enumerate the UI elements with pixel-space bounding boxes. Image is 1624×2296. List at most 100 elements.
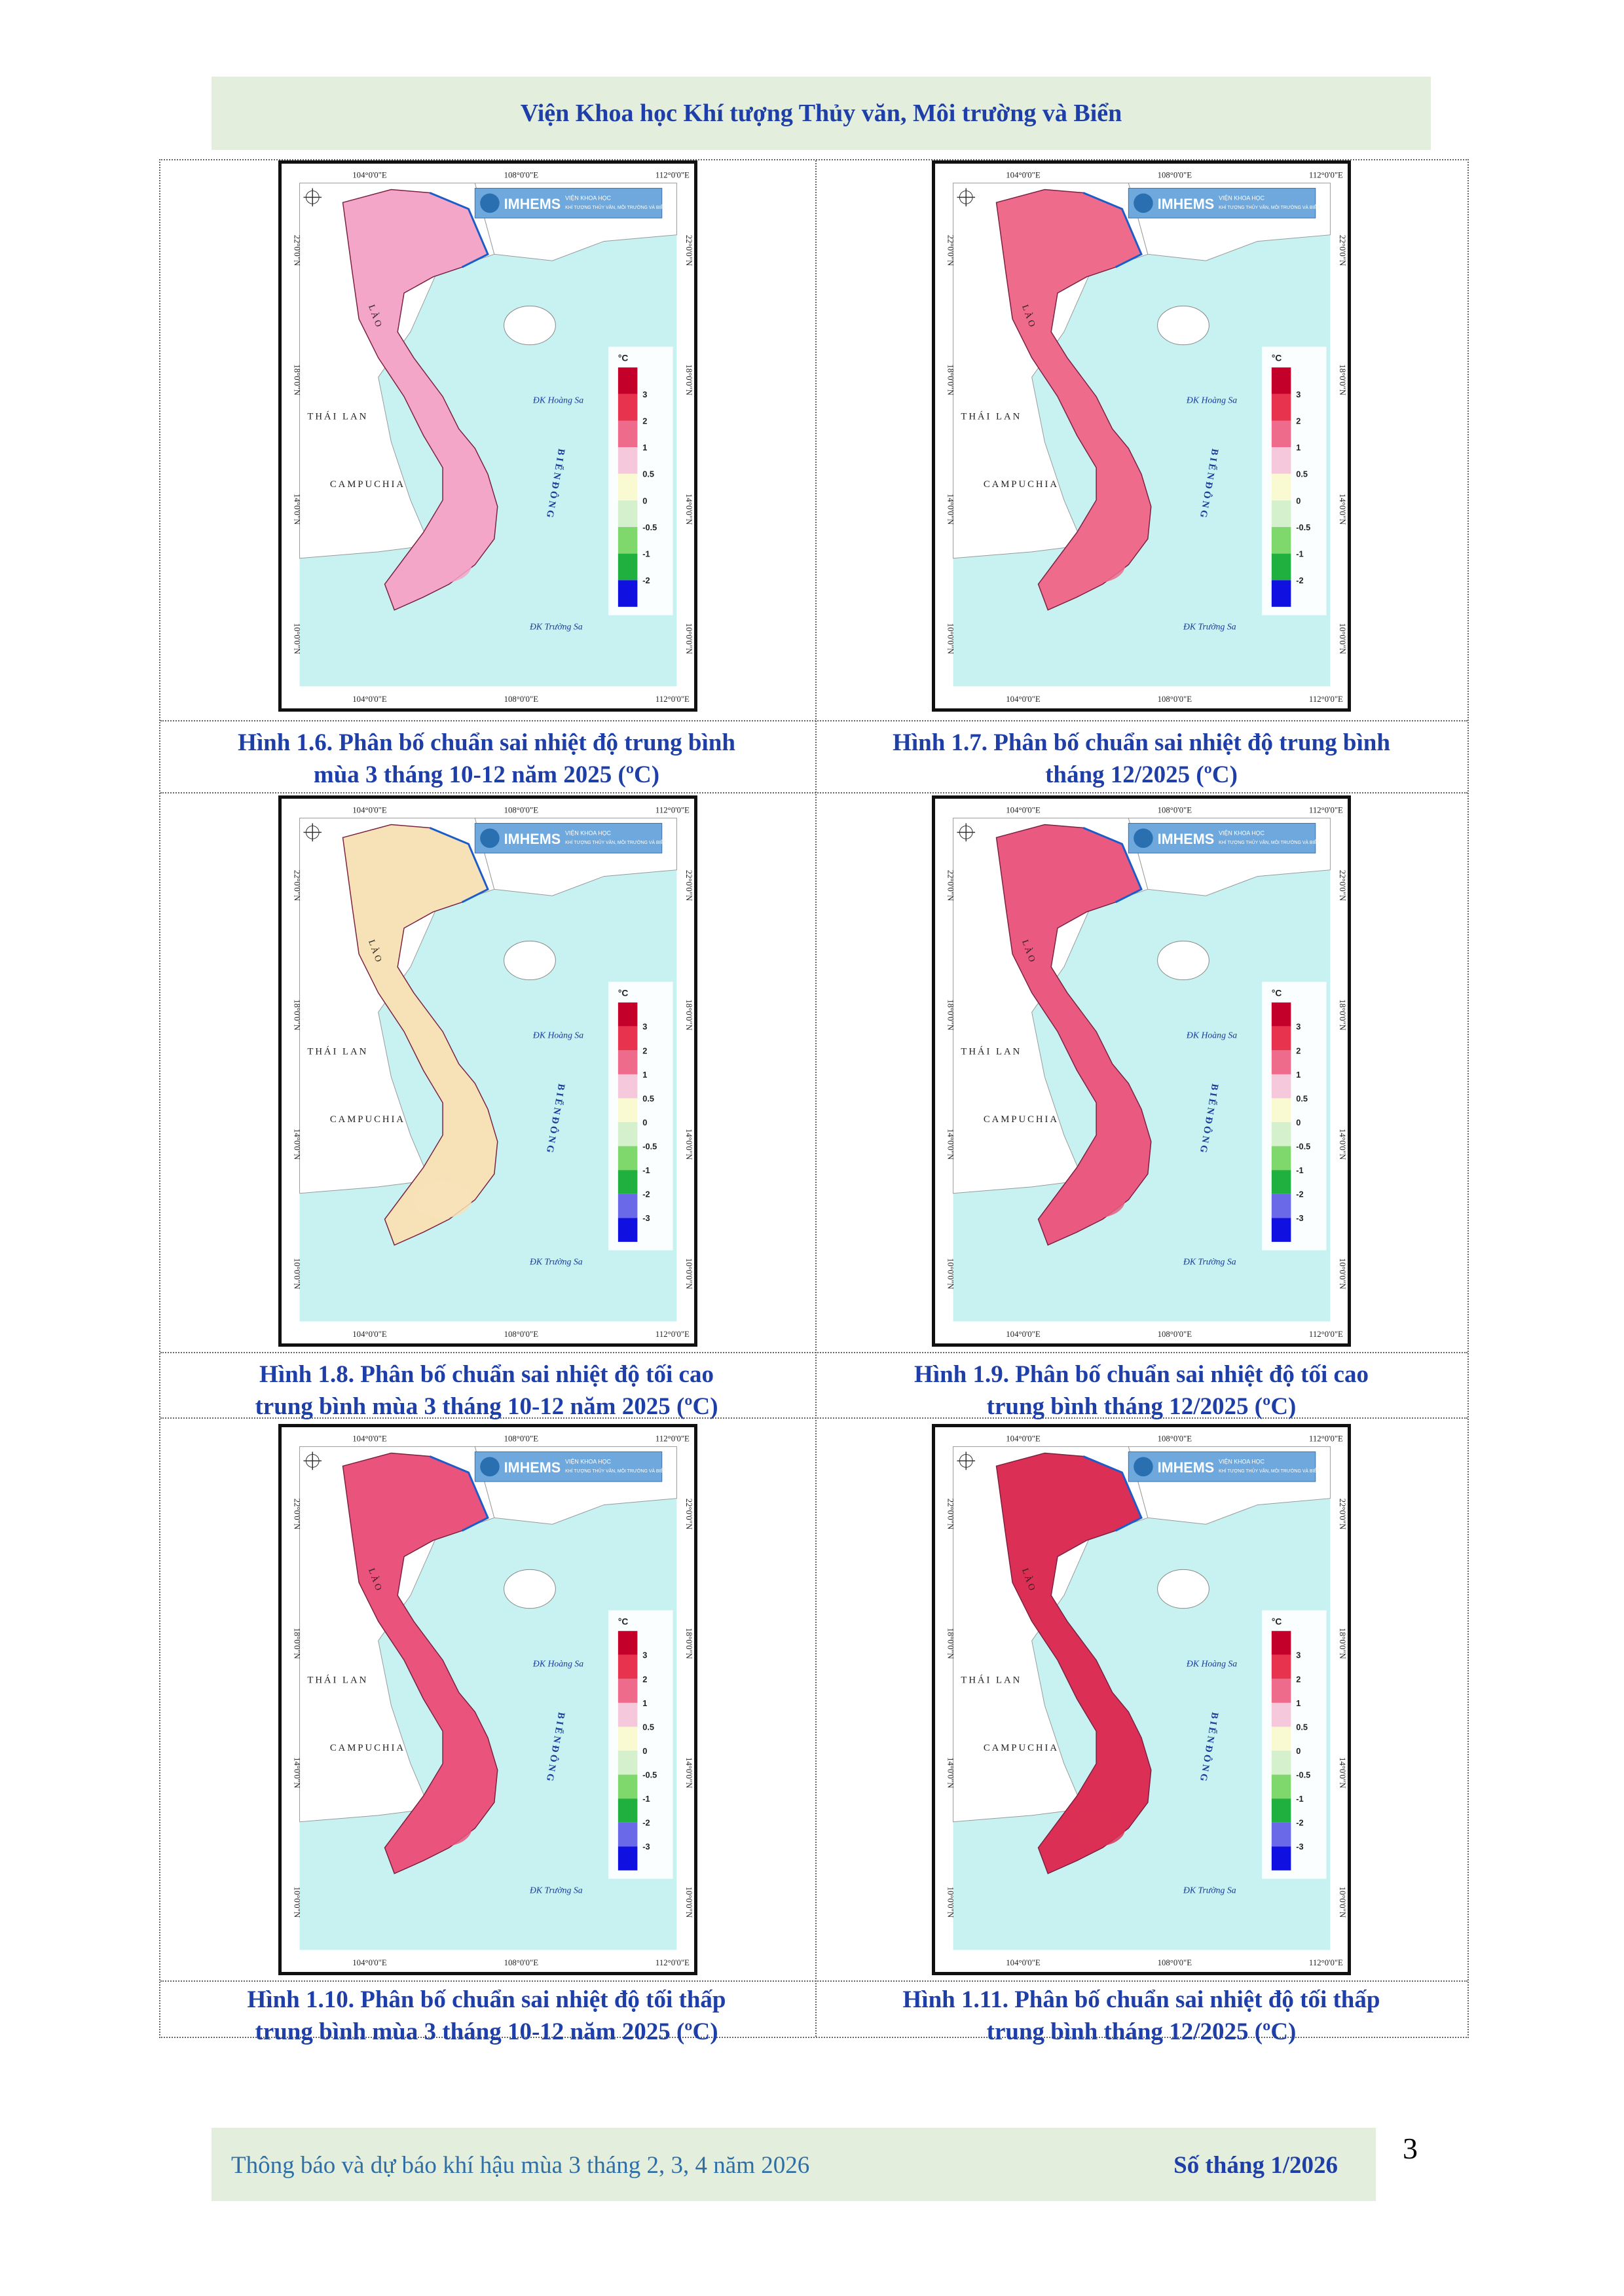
anomaly-patch	[1067, 1181, 1126, 1218]
longitude-label: 108°0'0"E	[504, 806, 539, 815]
logo-text: IMHEMS	[1158, 196, 1215, 212]
legend-swatch	[1271, 1026, 1291, 1051]
logo-subtitle: VIỆN KHOA HỌC	[565, 829, 611, 836]
figure-caption: Hình 1.10. Phân bố chuẩn sai nhiệt độ tố…	[159, 1984, 814, 2048]
logo-subtitle: VIỆN KHOA HỌC	[1219, 829, 1264, 836]
legend-label: -1	[1296, 1165, 1303, 1175]
imhems-logo-box	[474, 823, 663, 854]
legend-label: -0.5	[642, 522, 657, 532]
legend-label: 0	[642, 1746, 647, 1756]
anomaly-map: IMHEMS VIỆN KHOA HỌC KHÍ TƯỢNG THỦY VĂN, M…	[946, 806, 1347, 1339]
imhems-logo-box	[474, 188, 663, 219]
vietnam-anomaly-area	[342, 1452, 498, 1874]
legend-label: 1	[1296, 1070, 1301, 1080]
place-name-campuchia: CAMPUCHIA	[330, 1114, 405, 1125]
legend-swatch	[1271, 1194, 1291, 1218]
legend-label: 0	[1296, 1746, 1301, 1756]
legend-swatch	[1271, 500, 1291, 527]
longitude-label: 104°0'0"E	[1006, 1330, 1041, 1339]
longitude-label: 104°0'0"E	[352, 1330, 387, 1339]
legend-label: -2	[1296, 1818, 1303, 1828]
legend-label: 0.5	[642, 1093, 654, 1103]
legend-swatch	[618, 1026, 638, 1051]
map-figure: IMHEMS VIỆN KHOA HỌC KHÍ TƯỢNG THỦY VĂN, M…	[278, 160, 697, 712]
legend-label: -0.5	[642, 1142, 657, 1152]
figure-caption: Hình 1.11. Phân bố chuẩn sai nhiệt độ tố…	[814, 1984, 1469, 2048]
latitude-label: 14°0'0"N	[946, 1757, 955, 1789]
compass-icon	[303, 823, 322, 842]
legend-swatch	[1271, 1050, 1291, 1074]
legend-label: 2	[642, 416, 647, 426]
logo-subtitle: KHÍ TƯỢNG THỦY VĂN, MÔI TRƯỜNG VÀ BIỂN	[1219, 204, 1320, 210]
longitude-label: 108°0'0"E	[1158, 1434, 1192, 1444]
anomaly-patch	[1067, 546, 1126, 583]
latitude-label: 10°0'0"N	[293, 1887, 302, 1918]
legend-swatch	[618, 420, 638, 448]
latitude-label: 22°0'0"N	[1338, 1499, 1347, 1530]
latitude-label: 14°0'0"N	[684, 494, 693, 525]
table-divider	[160, 1417, 1467, 1419]
logo-subtitle: KHÍ TƯỢNG THỦY VĂN, MÔI TRƯỜNG VÀ BIỂN	[1219, 1468, 1320, 1474]
compass-icon	[303, 1451, 322, 1470]
longitude-label: 104°0'0"E	[1006, 171, 1041, 180]
anomaly-patch	[413, 546, 472, 583]
header-title: Viện Khoa học Khí tượng Thủy văn, Môi tr…	[520, 100, 1122, 127]
footer-band: Thông báo và dự báo khí hậu mùa 3 tháng …	[212, 2128, 1376, 2201]
legend-label: 0	[642, 1118, 647, 1127]
hainan-island	[504, 940, 556, 981]
latitude-label: 22°0'0"N	[293, 1499, 302, 1530]
legend-label: 3	[1296, 1650, 1301, 1660]
longitude-label: 108°0'0"E	[504, 1958, 539, 1967]
coastline	[1082, 1455, 1143, 1532]
legend-label: 1	[642, 443, 647, 452]
legend-label: 2	[1296, 1046, 1301, 1055]
longitude-label: 112°0'0"E	[655, 806, 690, 815]
page-number: 3	[1403, 2132, 1418, 2165]
legend-swatch	[618, 1798, 638, 1823]
imhems-logo-icon	[1134, 828, 1153, 848]
latitude-label: 14°0'0"N	[293, 494, 302, 525]
coastline	[1082, 827, 1143, 903]
latitude-label: 22°0'0"N	[946, 235, 955, 266]
logo-subtitle: KHÍ TƯỢNG THỦY VĂN, MÔI TRƯỜNG VÀ BIỂN	[565, 1468, 667, 1474]
place-name-hoangsa: ĐK Hoàng Sa	[1186, 395, 1237, 405]
latitude-label: 14°0'0"N	[684, 1757, 693, 1789]
legend-swatch	[1271, 526, 1291, 554]
hainan-island	[1157, 305, 1209, 346]
anomaly-map: IMHEMS VIỆN KHOA HỌC KHÍ TƯỢNG THỦY VĂN, M…	[293, 171, 693, 704]
caption-line: Hình 1.10. Phân bố chuẩn sai nhiệt độ tố…	[247, 1986, 726, 2013]
legend-swatch	[618, 1774, 638, 1799]
legend-swatch	[618, 1194, 638, 1218]
logo-subtitle: KHÍ TƯỢNG THỦY VĂN, MÔI TRƯỜNG VÀ BIỂN	[565, 204, 667, 210]
legend-swatch	[618, 500, 638, 527]
latitude-label: 22°0'0"N	[293, 235, 302, 266]
legend-label: -2	[1296, 1190, 1303, 1199]
legend-unit: °C	[618, 1616, 628, 1626]
latitude-label: 18°0'0"N	[1338, 364, 1347, 395]
legend-swatch	[1271, 1218, 1291, 1242]
imhems-logo-box	[1128, 823, 1316, 854]
place-name-truongsa: ĐK Trường Sa	[529, 1256, 583, 1266]
latitude-label: 14°0'0"N	[293, 1757, 302, 1789]
anomaly-patch	[413, 1181, 472, 1218]
legend-label: 0.5	[642, 469, 654, 479]
legend-swatch	[1271, 1774, 1291, 1799]
legend-swatch	[618, 1218, 638, 1242]
latitude-label: 10°0'0"N	[293, 623, 302, 655]
longitude-label: 112°0'0"E	[1309, 1434, 1343, 1444]
legend-swatch	[618, 1074, 638, 1099]
legend-swatch	[618, 1098, 638, 1123]
logo-text: IMHEMS	[504, 831, 561, 847]
longitude-label: 104°0'0"E	[352, 1434, 387, 1444]
legend-swatch	[1271, 420, 1291, 448]
legend-swatch	[1271, 1122, 1291, 1146]
legend-label: 0	[1296, 496, 1301, 505]
legend-swatch	[1271, 1098, 1291, 1123]
longitude-label: 112°0'0"E	[1309, 171, 1343, 180]
anomaly-map: IMHEMS VIỆN KHOA HỌC KHÍ TƯỢNG THỦY VĂN, M…	[293, 1434, 693, 1967]
hainan-island	[504, 1569, 556, 1609]
map-figure: IMHEMS VIỆN KHOA HỌC KHÍ TƯỢNG THỦY VĂN, M…	[932, 1424, 1351, 1975]
anomaly-map: IMHEMS VIỆN KHOA HỌC KHÍ TƯỢNG THỦY VĂN, M…	[946, 171, 1347, 704]
legend-unit: °C	[1272, 988, 1282, 998]
coastline	[429, 192, 489, 268]
